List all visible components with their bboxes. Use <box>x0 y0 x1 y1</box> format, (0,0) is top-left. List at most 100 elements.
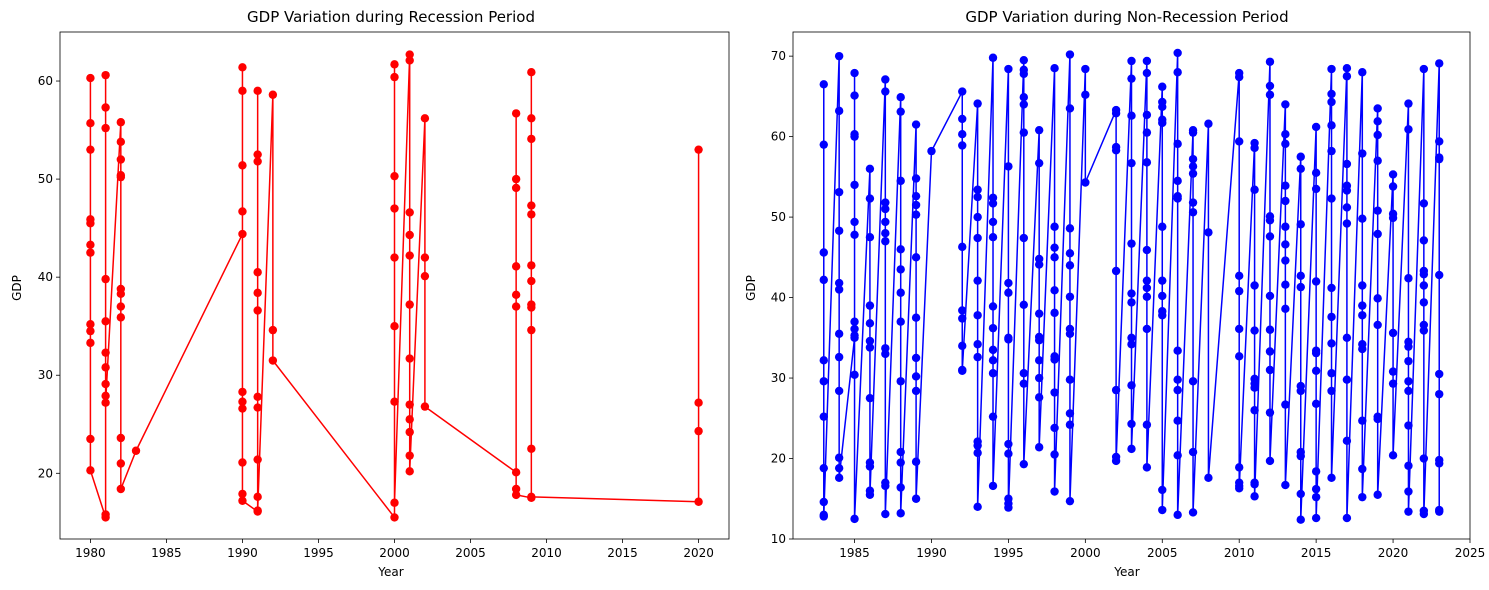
data-point-17 <box>101 274 110 284</box>
x-tick-label-2: 1995 <box>993 546 1024 560</box>
data-point-83 <box>405 467 414 476</box>
data-point-292 <box>1281 280 1290 289</box>
data-point-123 <box>1004 288 1013 297</box>
data-point-338 <box>1342 333 1352 343</box>
data-point-406 <box>1435 507 1444 516</box>
data-point-209 <box>1142 324 1152 334</box>
data-point-335 <box>1342 186 1352 195</box>
data-point-342 <box>1358 68 1367 77</box>
data-point-160 <box>1050 355 1059 364</box>
data-point-1 <box>819 140 828 149</box>
data-point-192 <box>1127 239 1136 248</box>
y-axis-label: GDP <box>744 275 758 301</box>
data-point-313 <box>1311 366 1321 375</box>
data-point-74 <box>911 191 921 201</box>
data-point-326 <box>1327 312 1336 322</box>
data-point-205 <box>1142 245 1152 255</box>
y-tick-label-5: 60 <box>771 130 786 144</box>
data-point-343 <box>1358 149 1367 158</box>
data-point-261 <box>1250 143 1259 153</box>
data-point-97 <box>973 192 982 202</box>
data-point-76 <box>911 210 921 219</box>
data-point-103 <box>973 352 982 362</box>
data-point-140 <box>1019 379 1028 388</box>
plot-area: 1985 1990 1995 2000 2005 2010 2015 2020 2025 10 20… <box>771 31 1485 560</box>
data-point-161 <box>1050 388 1059 397</box>
data-point-1 <box>86 119 95 128</box>
data-point-60 <box>268 90 278 99</box>
data-point-51 <box>253 157 262 166</box>
data-point-20 <box>101 363 110 372</box>
data-point-86 <box>958 114 967 124</box>
data-point-73 <box>911 174 921 183</box>
data-point-70 <box>390 397 399 406</box>
data-point-61 <box>896 107 905 116</box>
data-point-53 <box>253 288 262 298</box>
data-point-71 <box>896 509 905 518</box>
data-point-252 <box>1235 271 1244 281</box>
data-point-91 <box>958 314 967 323</box>
data-point-189 <box>1127 74 1136 83</box>
data-point-273 <box>1265 81 1275 91</box>
data-point-65 <box>390 72 399 82</box>
data-point-141 <box>1019 459 1028 469</box>
data-point-197 <box>1127 381 1136 390</box>
data-point-45 <box>238 458 247 467</box>
data-point-289 <box>1281 222 1290 231</box>
data-point-56 <box>253 403 262 412</box>
data-point-202 <box>1142 110 1152 120</box>
data-point-176 <box>1065 496 1075 506</box>
data-point-78 <box>405 354 414 363</box>
x-tick-label-1: 1985 <box>151 546 182 560</box>
data-point-315 <box>1311 467 1321 476</box>
data-point-2 <box>819 248 828 257</box>
data-point-168 <box>1065 249 1075 258</box>
data-point-282 <box>1265 408 1275 417</box>
data-point-27 <box>850 132 859 141</box>
data-point-345 <box>1358 281 1367 290</box>
data-point-41 <box>238 207 247 216</box>
data-point-357 <box>1373 206 1382 215</box>
data-point-166 <box>1065 104 1075 113</box>
data-point-221 <box>1158 311 1167 320</box>
y-tick-label-4: 50 <box>771 210 786 224</box>
data-point-188 <box>1127 56 1136 66</box>
data-point-121 <box>1004 162 1013 171</box>
data-point-307 <box>1311 122 1321 132</box>
x-tick-label-5: 2010 <box>1224 546 1255 560</box>
data-point-6 <box>819 412 828 421</box>
data-point-243 <box>1188 377 1198 386</box>
data-point-32 <box>116 313 126 322</box>
data-point-10 <box>819 512 828 521</box>
data-point-94 <box>958 366 967 375</box>
data-point-8 <box>819 497 828 507</box>
data-point-119 <box>988 481 998 491</box>
data-point-126 <box>1004 439 1013 449</box>
data-point-380 <box>1404 421 1413 430</box>
data-point-40 <box>865 319 875 328</box>
data-point-33 <box>850 331 859 340</box>
data-point-16 <box>834 285 844 294</box>
data-point-187 <box>1111 456 1121 466</box>
data-point-153 <box>1050 64 1059 73</box>
data-point-389 <box>1419 281 1429 290</box>
data-point-100 <box>973 276 982 285</box>
data-point-15 <box>834 278 844 288</box>
data-point-78 <box>911 313 921 322</box>
data-point-219 <box>1158 291 1167 301</box>
data-point-271 <box>1250 492 1259 501</box>
x-tick-label-0: 1985 <box>839 546 870 560</box>
data-point-54 <box>881 237 890 246</box>
data-point-373 <box>1404 125 1413 134</box>
data-point-30 <box>116 289 126 299</box>
data-point-287 <box>1281 181 1290 190</box>
data-point-190 <box>1127 111 1136 120</box>
data-point-112 <box>988 233 998 242</box>
data-point-66 <box>896 317 905 326</box>
data-point-40 <box>238 161 247 170</box>
data-point-43 <box>238 397 247 406</box>
data-point-45 <box>865 462 875 471</box>
data-point-254 <box>1235 324 1244 334</box>
data-point-178 <box>1081 90 1090 99</box>
data-point-240 <box>1188 169 1198 178</box>
